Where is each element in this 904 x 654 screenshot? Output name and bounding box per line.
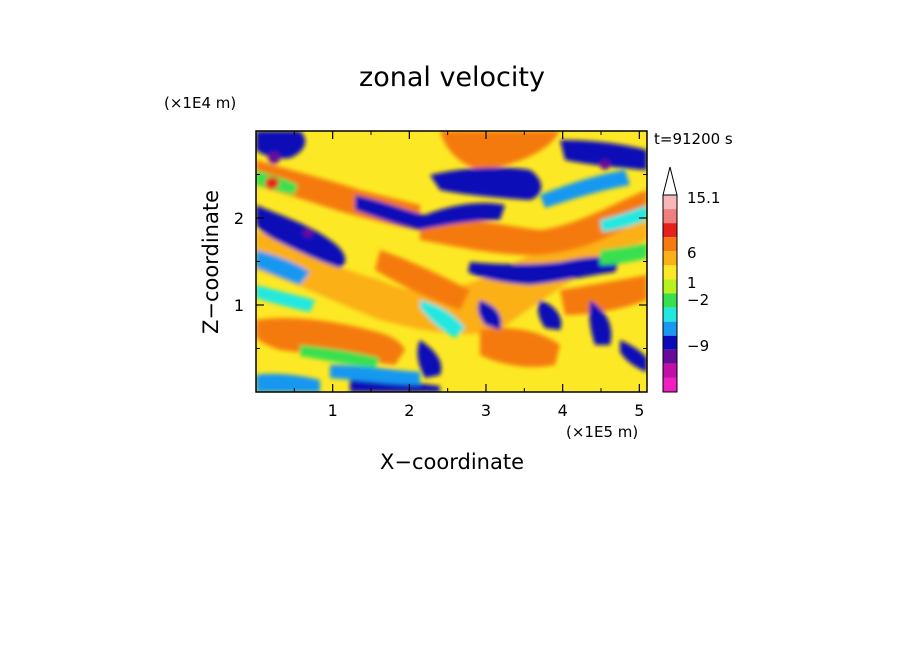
y-axis-unit: (×1E4 m) — [164, 94, 236, 112]
chart-title: zonal velocity — [359, 62, 545, 93]
contour-band — [540, 170, 630, 208]
contour-spot — [303, 229, 313, 237]
colorbar-swatch — [663, 223, 677, 238]
y-tick-label: 2 — [234, 209, 244, 228]
colorbar-swatch — [663, 265, 677, 280]
contour-band — [256, 373, 320, 392]
contour-band — [600, 243, 647, 265]
contour-band — [256, 285, 315, 312]
contour-spot — [600, 160, 610, 170]
x-axis-unit: (×1E5 m) — [566, 423, 638, 441]
x-tick-label: 3 — [481, 401, 491, 420]
colorbar-label: 6 — [687, 244, 697, 262]
colorbar-swatch — [663, 307, 677, 322]
colorbar-swatch — [663, 293, 677, 308]
plot-area — [256, 131, 647, 392]
contour-band — [417, 340, 442, 378]
contour-band — [256, 205, 346, 268]
contour-spot — [484, 341, 516, 359]
colorbar-swatch — [663, 195, 677, 210]
contour-spot — [265, 177, 279, 189]
colorbar-label: 15.1 — [687, 189, 720, 207]
contour-band — [600, 205, 647, 232]
contour-band — [256, 205, 647, 335]
y-tick-label: 1 — [234, 296, 244, 315]
contour-band — [440, 131, 560, 170]
x-tick-label: 5 — [634, 401, 644, 420]
x-tick-label: 4 — [558, 401, 568, 420]
colorbar-swatch — [663, 279, 677, 294]
contour-band — [256, 250, 310, 285]
colorbar-swatch — [663, 237, 677, 252]
x-axis-ticks: 1 2 3 4 5 — [293, 131, 644, 420]
contour-band — [620, 340, 647, 372]
colorbar-label: 1 — [687, 274, 697, 292]
contour-band — [560, 275, 647, 315]
colorbar-swatch — [663, 363, 677, 378]
colorbar-frame — [662, 194, 678, 393]
contour-band — [330, 365, 420, 385]
x-tick-label: 2 — [404, 401, 414, 420]
contour-band — [256, 318, 405, 365]
contour-band — [589, 300, 612, 345]
colorbar-swatch — [663, 209, 677, 224]
colorbar-swatch — [663, 321, 677, 336]
contour-band — [300, 345, 380, 368]
contour-band — [256, 131, 306, 159]
colorbar-swatch — [663, 335, 677, 350]
x-axis-label: X−coordinate — [380, 450, 524, 474]
y-axis-ticks: 12 — [234, 174, 647, 349]
contour-band — [375, 250, 470, 310]
colorbar-swatch — [663, 349, 677, 364]
contour-band — [430, 167, 542, 200]
contour-band — [560, 140, 647, 170]
contour-band — [420, 300, 465, 338]
contour-band — [420, 190, 647, 255]
y-axis-label: Z−coordinate — [199, 190, 223, 334]
contour-spot — [268, 152, 280, 164]
time-label: t=91200 s — [654, 130, 733, 148]
contour-band — [350, 379, 440, 392]
contour-band — [468, 256, 620, 285]
colorbar-swatch — [663, 251, 677, 266]
contour-band — [355, 195, 505, 230]
contour-band — [537, 300, 562, 330]
colorbar-swatch — [663, 377, 677, 392]
colorbar-label: −2 — [687, 291, 709, 309]
contour-band — [477, 300, 502, 330]
colorbar-extend-arrow — [662, 166, 678, 196]
x-tick-label: 1 — [328, 401, 338, 420]
colorbar-label: −9 — [687, 337, 709, 355]
colorbar: 15.1 6 1−2 −9 — [662, 166, 720, 393]
